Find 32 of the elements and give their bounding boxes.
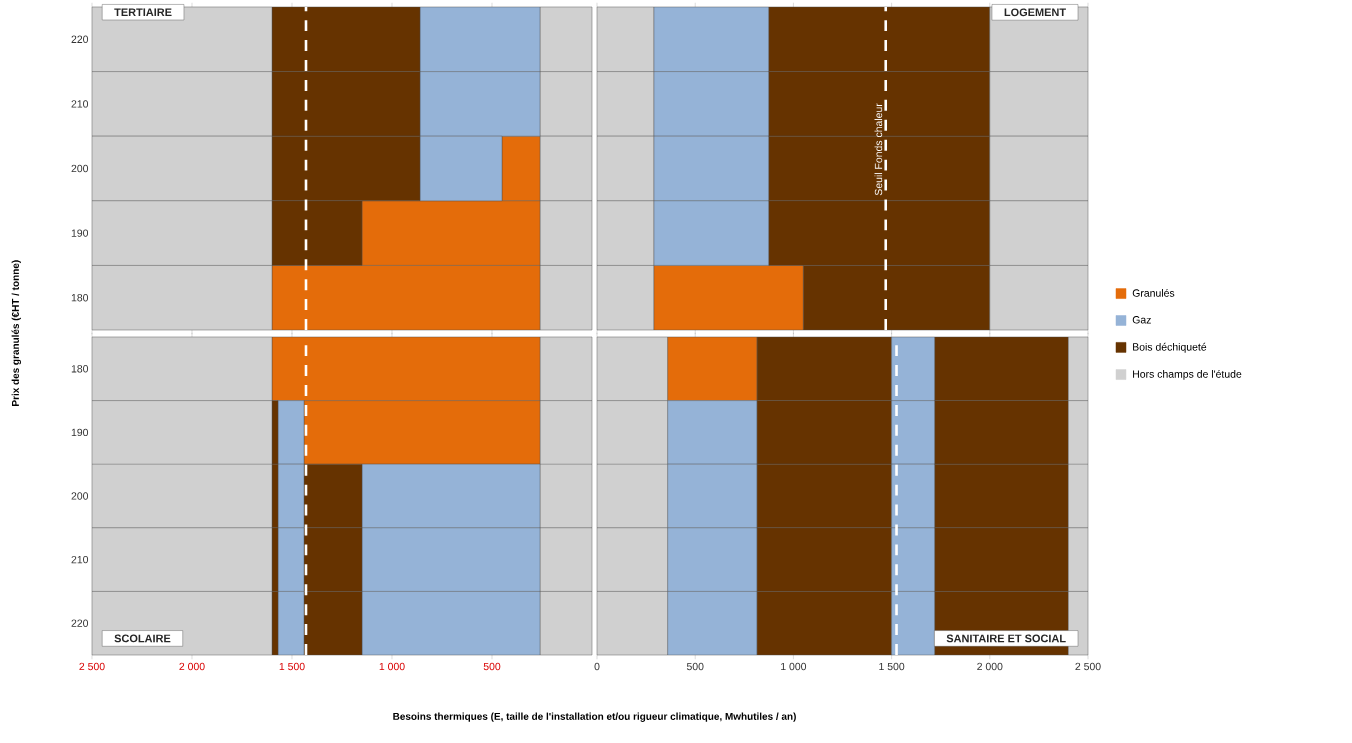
y-tick-label: 200 [71, 492, 89, 500]
x-tick-label: 0 [594, 662, 600, 671]
x-tick-label: 2 000 [977, 662, 1003, 671]
legend-label: Gaz [1132, 316, 1151, 324]
y-tick-label: 190 [71, 428, 89, 437]
text: SCOLAIRE [114, 634, 171, 643]
legend-label: Bois déchiqueté [1133, 342, 1207, 353]
x-tick-label: 2 500 [79, 662, 105, 671]
x-tick-label: 1 000 [379, 662, 405, 671]
x-tick-label: 1 500 [279, 662, 305, 671]
y-axis-title: Prix des granulés (€HT / tonne) [11, 260, 21, 406]
ref-line-label: Seuil Fonds chaleur [874, 103, 883, 196]
legend-label: Hors champs de l'étude [1133, 369, 1242, 380]
x-tick-label: 2 500 [1075, 662, 1101, 671]
y-tick-label: 210 [71, 555, 89, 564]
x-tick-label: 500 [483, 662, 501, 671]
x-tick-label: 2 000 [179, 662, 205, 671]
y-tick-label: 220 [71, 619, 89, 627]
x-tick-label: 1 000 [781, 662, 807, 671]
y-tick-label: 220 [71, 35, 89, 43]
x-tick-label: 500 [686, 662, 704, 671]
y-tick-label: 190 [71, 229, 89, 237]
y-tick-label: 200 [71, 164, 89, 173]
legend-label: Granulés [1132, 288, 1175, 297]
text: SANITAIRE ET SOCIAL [946, 634, 1066, 643]
x-tick-label: 1 500 [879, 662, 905, 671]
y-tick-label: 180 [71, 294, 89, 302]
y-tick-label: 210 [71, 100, 89, 108]
chart-title: TERTIAIRE [114, 8, 172, 16]
x-axis-title: Besoins thermiques (E, taille de l'installation et/ou rigueur climatique, Mwhutiles / an) [393, 712, 796, 722]
chart-title: LOGEMENT [1004, 8, 1066, 17]
y-tick-label: 180 [71, 365, 89, 373]
